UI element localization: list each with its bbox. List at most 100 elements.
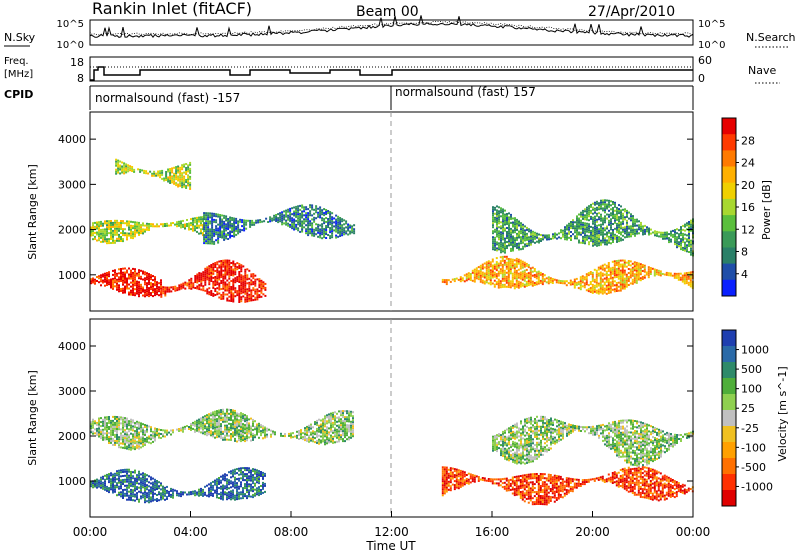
- power-echo-layer: [90, 158, 694, 303]
- echo-cell: [210, 276, 213, 278]
- echo-cell: [598, 202, 600, 205]
- echo-cell: [156, 432, 158, 435]
- echo-cell: [213, 212, 216, 215]
- echo-cell: [182, 491, 184, 494]
- echo-cell: [327, 224, 330, 226]
- echo-cell: [216, 418, 218, 421]
- echo-cell: [238, 271, 241, 273]
- echo-cell: [602, 227, 604, 230]
- echo-cell: [524, 235, 526, 238]
- echo-cell: [222, 273, 225, 276]
- echo-cell: [500, 235, 502, 238]
- echo-cell: [674, 235, 676, 238]
- echo-cell: [128, 422, 130, 425]
- echo-cell: [122, 442, 124, 445]
- cpid-segment-2: normalsound (fast) 157: [395, 85, 536, 99]
- echo-cell: [311, 226, 314, 229]
- echo-cell: [232, 413, 234, 416]
- echo-cell: [219, 216, 222, 218]
- echo-cell: [501, 265, 504, 268]
- echo-cell: [507, 278, 510, 280]
- echo-cell: [120, 228, 122, 230]
- echo-cell: [495, 281, 498, 284]
- echo-cell: [102, 273, 104, 276]
- echo-cell: [537, 276, 540, 279]
- echo-cell: [138, 445, 140, 448]
- echo-cell: [616, 234, 618, 237]
- echo-cell: [217, 213, 220, 216]
- echo-cell: [589, 283, 592, 285]
- echo-cell: [311, 206, 314, 209]
- echo-cell: [222, 283, 225, 286]
- echo-cell: [218, 433, 220, 436]
- echo-cell: [114, 443, 116, 446]
- echo-cell: [242, 497, 244, 500]
- echo-cell: [544, 234, 546, 237]
- echo-cell: [587, 288, 590, 291]
- echo-cell: [648, 233, 650, 236]
- echo-cell: [226, 432, 228, 435]
- echo-cell: [220, 296, 223, 298]
- echo-cell: [240, 483, 242, 486]
- echo-cell: [152, 497, 154, 500]
- echo-cell: [224, 477, 226, 480]
- echo-cell: [104, 220, 106, 223]
- echo-cell: [94, 231, 96, 234]
- echo-cell: [100, 232, 102, 235]
- echo-cell: [138, 470, 140, 473]
- echo-cell: [495, 273, 498, 276]
- echo-cell: [204, 281, 207, 284]
- echo-cell: [323, 228, 326, 231]
- echo-cell: [256, 491, 258, 494]
- echo-cell: [242, 471, 244, 474]
- echo-cell: [508, 240, 510, 243]
- echo-cell: [164, 431, 166, 434]
- echo-cell: [317, 211, 320, 214]
- echo-cell: [616, 238, 618, 241]
- echo-cell: [230, 433, 232, 435]
- echo-cell: [624, 236, 626, 239]
- echo-cell: [515, 275, 518, 278]
- echo-cell: [493, 285, 496, 288]
- echo-cell: [688, 223, 690, 225]
- echo-cell: [620, 217, 622, 220]
- echo-cell: [504, 247, 506, 250]
- echo-cell: [200, 282, 203, 285]
- echo-cell: [585, 283, 588, 286]
- echo-cell: [669, 272, 672, 275]
- echo-cell: [150, 278, 152, 281]
- echo-cell: [541, 283, 544, 286]
- echo-cell: [244, 288, 247, 291]
- echo-cell: [329, 213, 332, 216]
- echo-cell: [164, 223, 166, 225]
- echo-cell: [525, 268, 528, 271]
- echo-cell: [494, 240, 496, 243]
- echo-cell: [169, 178, 172, 180]
- echo-cell: [598, 244, 600, 247]
- echo-cell: [671, 274, 674, 277]
- echo-cell: [108, 436, 110, 438]
- echo-cell: [279, 218, 282, 221]
- echo-cell: [234, 486, 236, 489]
- echo-cell: [225, 219, 228, 222]
- echo-cell: [236, 290, 239, 293]
- echo-cell: [329, 231, 332, 234]
- echo-cell: [128, 228, 130, 231]
- echo-cell: [507, 264, 510, 266]
- echo-cell: [331, 212, 334, 215]
- echo-cell: [527, 284, 530, 287]
- echo-cell: [339, 229, 342, 231]
- echo-cell: [672, 235, 674, 238]
- echo-cell: [686, 222, 688, 225]
- echo-cell: [498, 214, 500, 217]
- echo-cell: [114, 439, 116, 442]
- echo-cell: [140, 489, 142, 492]
- echo-cell: [222, 408, 224, 411]
- echo-cell: [514, 231, 516, 234]
- echo-cell: [140, 442, 142, 445]
- echo-cell: [108, 489, 110, 492]
- echo-cell: [607, 286, 610, 288]
- echo-cell: [122, 228, 124, 231]
- echo-cell: [187, 170, 190, 173]
- echo-cell: [224, 265, 227, 268]
